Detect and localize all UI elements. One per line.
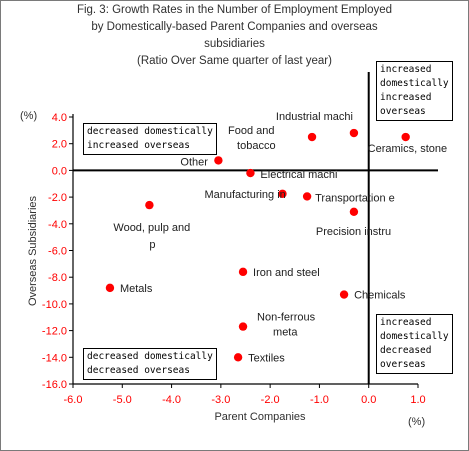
data-point	[214, 156, 223, 165]
y-tick-label: -4.0	[48, 219, 67, 231]
point-label: Industrial machi	[276, 111, 353, 123]
chart-title-line-2: by Domestically-based Parent Companies a…	[91, 21, 378, 33]
x-tick-label: -5.0	[113, 394, 132, 406]
data-point	[238, 322, 248, 331]
data-point	[401, 132, 410, 142]
chart-title-line-1: Fig. 3: Growth Rates in the Number of Em…	[76, 4, 393, 16]
quadrant-top-right-line-3: increased	[380, 92, 432, 103]
quadrant-top-left-line-1: decreased domestically	[87, 126, 213, 137]
x-tick-label: -6.0	[64, 394, 83, 406]
x-tick-label: -2.0	[261, 394, 280, 406]
point-label: Chemicals	[354, 290, 406, 302]
x-tick-label: -3.0	[211, 394, 230, 406]
data-point	[145, 200, 154, 210]
quadrant-bottom-left-line-2: decreased overseas	[87, 365, 190, 376]
data-point	[339, 290, 349, 299]
data-point	[349, 207, 359, 216]
x-tick-label: -4.0	[162, 394, 181, 406]
quadrant-top-right-line-1: increased	[380, 64, 432, 75]
quadrant-bottom-right-line-2: domestically	[380, 331, 449, 342]
point-label: Transportation e	[315, 192, 395, 204]
point-label: Wood, pulp and	[113, 222, 190, 234]
y-tick-label: -12.0	[42, 326, 67, 338]
y-tick-label: 4.0	[52, 112, 67, 124]
point-label: tobacco	[237, 140, 276, 152]
data-point	[238, 267, 248, 277]
point-label: Textiles	[248, 352, 285, 364]
quadrant-top-left-line-2: increased overseas	[87, 140, 190, 151]
point-label: Manufacturing in	[204, 189, 285, 201]
quadrant-bottom-right-line-4: overseas	[380, 359, 426, 370]
point-label: p	[149, 239, 155, 251]
quadrant-top-right-line-2: domestically	[380, 78, 449, 89]
y-tick-label: -6.0	[48, 246, 67, 258]
y-tick-label: -8.0	[48, 272, 67, 284]
y-unit-label: (%)	[20, 110, 38, 122]
data-point	[278, 189, 287, 198]
y-tick-label: 0.0	[52, 165, 67, 177]
point-label: meta	[273, 327, 298, 339]
point-label: Metals	[120, 283, 153, 295]
quadrant-label-top-left: decreased domestically increased overseas	[83, 123, 217, 155]
y-tick-label: -14.0	[42, 352, 67, 364]
x-tick-label: 1.0	[410, 394, 425, 406]
x-tick-label: 0.0	[361, 394, 376, 406]
quadrant-label-top-right: increased domestically increased overseas	[376, 61, 453, 121]
point-label: Electrical machi	[260, 169, 337, 181]
quadrant-label-bottom-right: increased domestically decreased overseas	[376, 314, 453, 374]
x-tick-label: -1.0	[310, 394, 329, 406]
x-unit-label: (%)	[408, 416, 426, 428]
y-tick-label: -16.0	[42, 379, 67, 391]
x-axis-title: Parent Companies	[214, 411, 306, 423]
quadrant-bottom-right-line-3: decreased	[380, 345, 432, 356]
point-label: Precision instru	[316, 226, 391, 238]
point-label: Ceramics, stone	[368, 143, 447, 155]
chart-title-line-4: (Ratio Over Same quarter of last year)	[137, 55, 332, 67]
data-point	[105, 283, 115, 293]
y-tick-label: -10.0	[42, 299, 67, 311]
data-point	[302, 192, 312, 201]
point-label: Non-ferrous	[257, 312, 316, 324]
data-point	[233, 353, 243, 362]
point-label: Iron and steel	[253, 267, 320, 279]
quadrant-bottom-right-line-1: increased	[380, 317, 432, 328]
quadrant-label-bottom-left: decreased domestically decreased overseas	[83, 348, 217, 380]
data-point	[307, 132, 317, 142]
data-point	[349, 128, 359, 138]
point-label: Other	[180, 156, 208, 168]
chart-title-line-3: subsidiaries	[204, 38, 265, 50]
y-tick-label: 2.0	[52, 139, 67, 151]
point-label: Food and	[228, 125, 274, 137]
quadrant-top-right-line-4: overseas	[380, 106, 426, 117]
y-tick-label: -2.0	[48, 192, 67, 204]
quadrant-bottom-left-line-1: decreased domestically	[87, 351, 213, 362]
data-point	[246, 168, 255, 178]
